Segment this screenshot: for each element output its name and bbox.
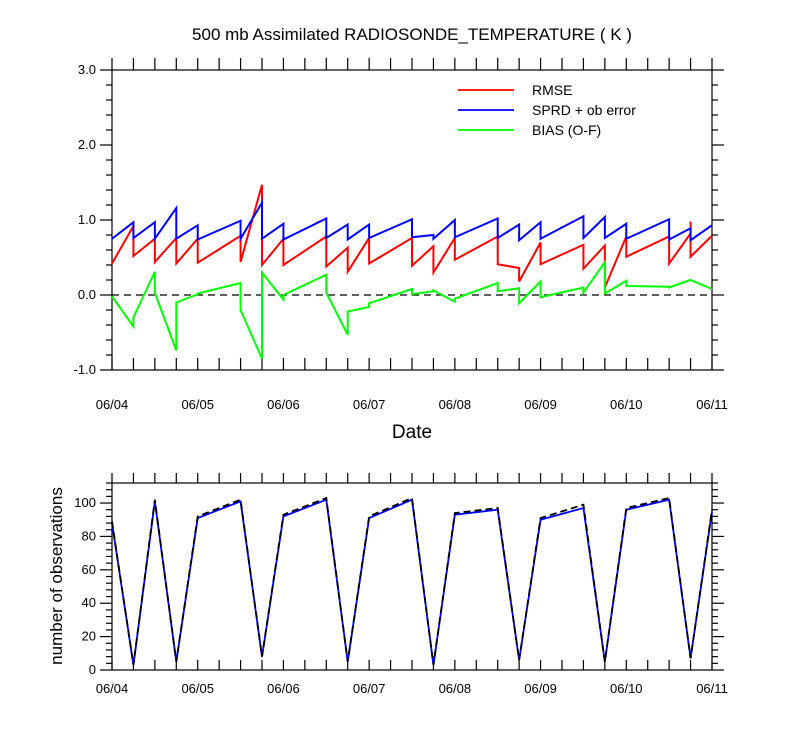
y-tick-label: 60 [82,562,96,577]
x-tick-label: 06/10 [610,681,643,696]
bottom-series-group [111,496,713,666]
x-tick-label: 06/09 [524,397,557,412]
series-solid [111,498,713,666]
y-tick-label: -1.0 [74,362,96,377]
bottom-chart: 06/04 06/05 06/06 06/07 06/08 06/09 06/10 06/11… [47,473,728,696]
top-series-group [111,184,713,360]
x-tick-label: 06/07 [353,397,386,412]
x-tick-label: 06/04 [96,397,129,412]
series-dashed [111,496,713,666]
top-axes: 06/04 06/05 06/06 06/07 06/08 06/09 06/10 06/11… [74,58,728,412]
y-axis-label-observations: number of observations [47,487,66,665]
bottom-axes: 06/04 06/05 06/06 06/07 06/08 06/09 06/10 06/11… [74,473,728,696]
x-tick-label: 06/11 [696,397,728,412]
plot-frame [111,482,713,671]
series-sprd-ob-error [111,199,713,243]
x-tick-label: 06/04 [96,681,129,696]
y-tick-label: 40 [82,595,96,610]
y-tick-label: 100 [74,495,96,510]
chart-title: 500 mb Assimilated RADIOSONDE_TEMPERATUR… [192,25,632,44]
x-tick-label: 06/09 [524,681,557,696]
x-tick-label: 06/11 [696,681,728,696]
legend: RMSE SPRD + ob error BIAS (O-F) [458,82,636,138]
y-tick-label: 0 [89,662,96,677]
x-axis-label: Date [392,422,432,443]
x-tick-label: 06/08 [439,681,472,696]
x-tick-label: 06/08 [439,397,472,412]
y-tick-label: 0.0 [78,287,96,302]
y-tick-label: 1.0 [78,212,96,227]
y-tick-label: 2.0 [78,137,96,152]
y-tick-label: 20 [82,629,96,644]
x-tick-label: 06/05 [181,397,214,412]
legend-label: SPRD + ob error [532,102,636,118]
legend-label: RMSE [532,82,572,98]
series-bias-o-f [111,258,713,360]
x-tick-label: 06/06 [267,397,300,412]
y-tick-label: 80 [82,528,96,543]
x-tick-label: 06/07 [353,681,386,696]
x-tick-label: 06/06 [267,681,300,696]
x-tick-label: 06/10 [610,397,643,412]
x-tick-label: 06/05 [181,681,214,696]
y-tick-label: 3.0 [78,62,96,77]
series-rmse [111,184,713,288]
top-chart: 500 mb Assimilated RADIOSONDE_TEMPERATUR… [74,25,728,443]
legend-label: BIAS (O-F) [532,122,601,138]
